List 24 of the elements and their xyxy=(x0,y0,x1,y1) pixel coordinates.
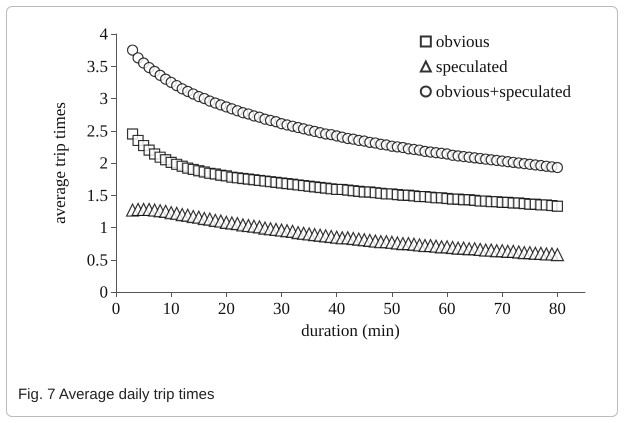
y-tick-label: 0 xyxy=(100,282,108,302)
y-tick-label: 2 xyxy=(100,154,108,172)
legend-label: speculated xyxy=(436,57,508,76)
y-tick-label: 0.5 xyxy=(86,250,108,270)
y-axis-title: average trip times xyxy=(50,102,69,224)
x-tick-label: 20 xyxy=(218,299,235,318)
x-tick-label: 30 xyxy=(273,299,290,318)
x-tick-label: 80 xyxy=(548,299,566,318)
x-tick-label: 40 xyxy=(328,299,346,318)
x-tick-label: 0 xyxy=(112,299,120,318)
y-tick-label: 1.5 xyxy=(86,186,108,205)
y-tick-label: 1 xyxy=(100,218,108,237)
legend-label: obvious+speculated xyxy=(436,82,572,101)
y-tick-label: 3.5 xyxy=(86,56,108,76)
y-tick-label: 2.5 xyxy=(86,121,108,140)
x-tick-label: 10 xyxy=(162,299,180,318)
y-tick-label: 4 xyxy=(100,24,108,44)
legend-label: obvious xyxy=(436,32,490,51)
x-tick-label: 60 xyxy=(438,299,456,318)
y-tick-label: 3 xyxy=(100,89,108,108)
x-tick-label: 50 xyxy=(383,299,400,318)
caption: Fig. 7 Average daily trip times xyxy=(18,386,214,403)
x-tick-label: 70 xyxy=(494,299,511,318)
x-axis-title: duration (min) xyxy=(301,320,400,340)
